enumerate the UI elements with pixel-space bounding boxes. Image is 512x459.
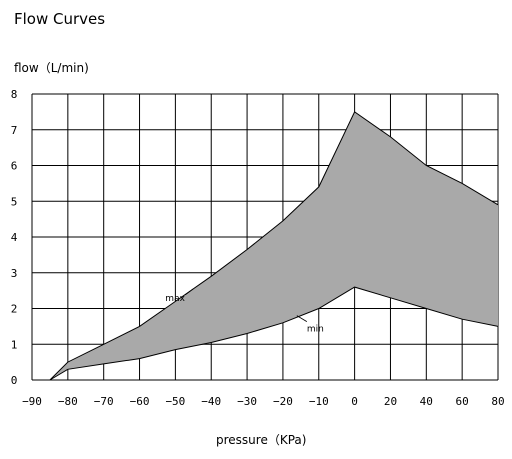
series-line-min (49, 286, 499, 381)
x-tick-label: 20 (384, 395, 397, 408)
chart-title: Flow Curves (14, 10, 105, 28)
x-tick-label: −20 (273, 395, 293, 408)
x-axis-label: pressure（KPa) (216, 433, 306, 447)
y-tick-label: 7 (11, 124, 18, 137)
y-tick-label: 4 (11, 231, 18, 244)
series-line-max (49, 111, 499, 381)
y-tick-label: 1 (11, 338, 18, 351)
annotations: max min (165, 288, 324, 335)
x-tick-label: −60 (130, 395, 150, 408)
x-tick-label: 80 (491, 395, 504, 408)
flow-band (49, 111, 499, 381)
axis-ticks: −90 −80 −70 −60 −50 −40 −30 −20 −10 0 20 40 60 80 0 1 2 3… (11, 88, 505, 408)
y-axis-label: flow（L/min) (14, 61, 89, 75)
y-tick-label: 2 (11, 303, 18, 316)
annotation-min: min (307, 325, 324, 335)
x-tick-label: −30 (237, 395, 257, 408)
x-tick-label: 40 (420, 395, 433, 408)
y-tick-label: 8 (11, 88, 18, 101)
x-tick-label: 0 (351, 395, 358, 408)
flow-band-area (49, 111, 499, 381)
x-tick-label: −80 (58, 395, 78, 408)
x-tick-label: 60 (456, 395, 469, 408)
y-tick-label: 5 (11, 195, 18, 208)
x-tick-label: −50 (165, 395, 185, 408)
x-tick-label: −10 (309, 395, 329, 408)
annotation-max: max (165, 294, 185, 304)
x-tick-label: −70 (94, 395, 114, 408)
annotation-leader-max (185, 288, 194, 296)
y-tick-label: 6 (11, 160, 18, 173)
x-tick-label: −90 (22, 395, 42, 408)
y-tick-label: 0 (11, 374, 18, 387)
y-tick-label: 3 (11, 267, 18, 280)
annotation-leader-min (296, 315, 308, 322)
x-tick-label: −40 (201, 395, 221, 408)
